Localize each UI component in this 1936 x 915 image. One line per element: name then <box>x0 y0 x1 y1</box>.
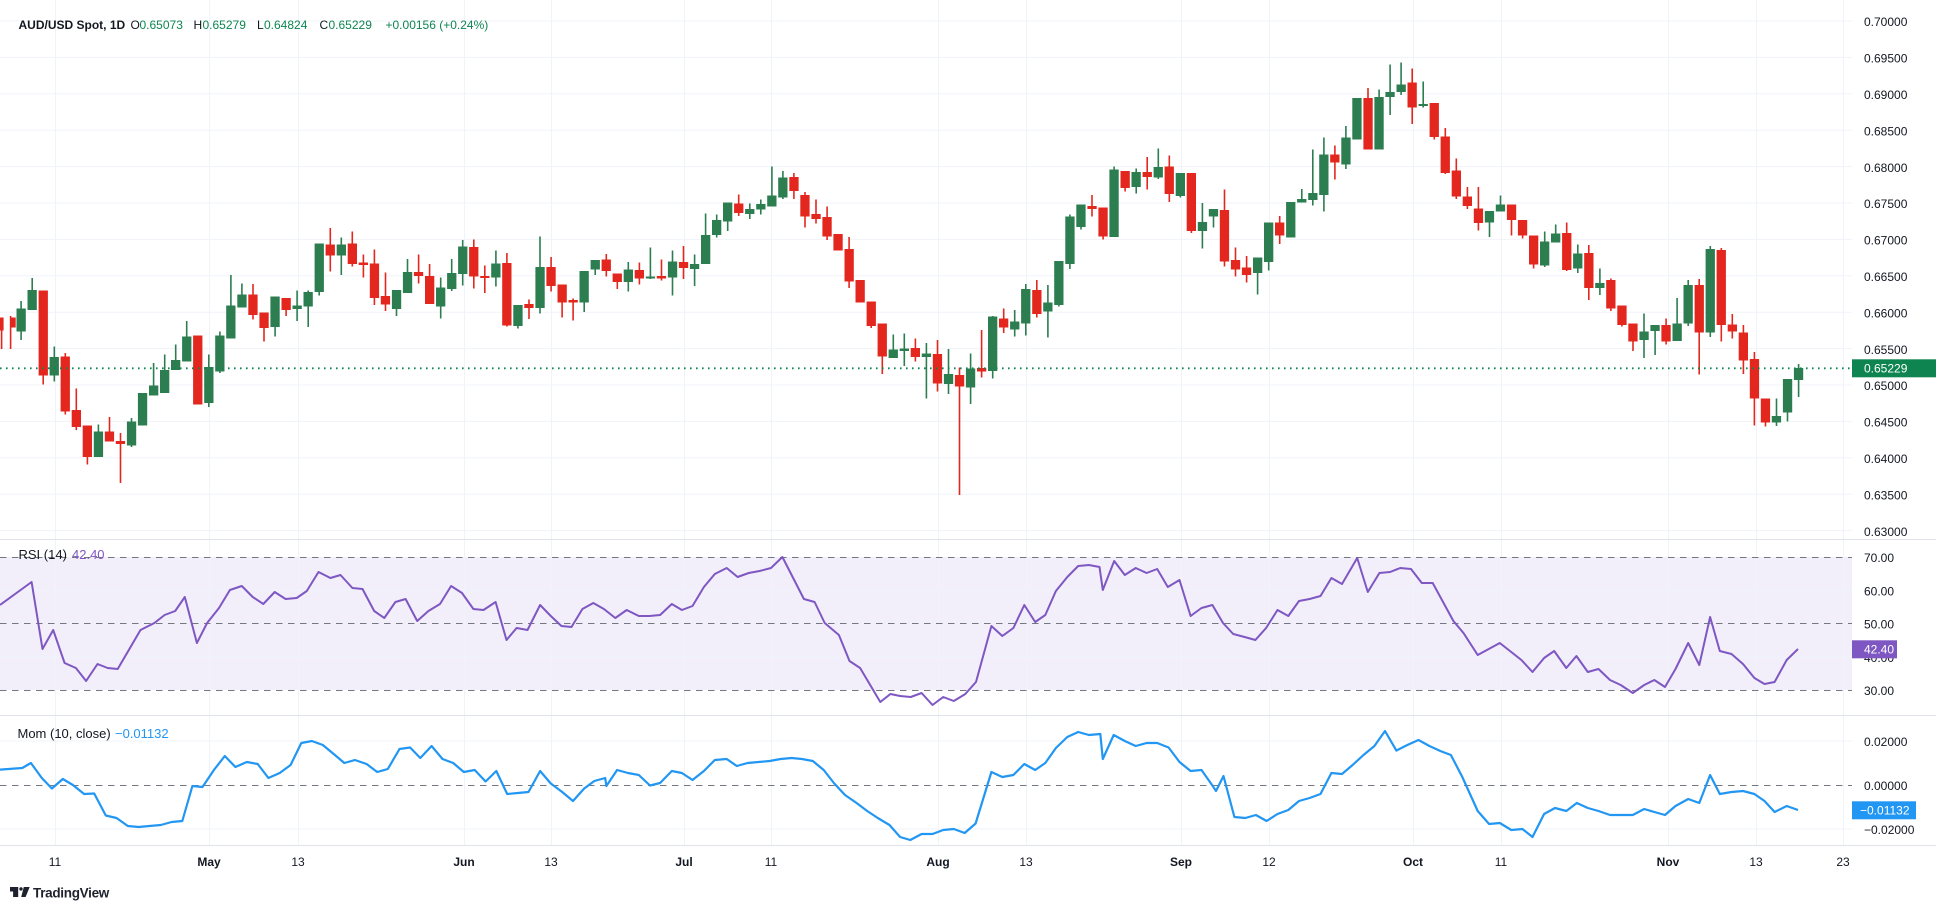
svg-text:TradingView: TradingView <box>33 885 110 900</box>
svg-text:0.65229: 0.65229 <box>1864 362 1908 376</box>
svg-text:AUD/USD Spot, 1D: AUD/USD Spot, 1D <box>19 18 126 32</box>
svg-text:42.40: 42.40 <box>1864 643 1894 657</box>
svg-text:Mom (10, close)−0.01132: Mom (10, close) −0.01132 <box>18 726 169 741</box>
svg-text:RSI (14)42.40: RSI (14) 42.40 <box>19 547 105 562</box>
svg-text:−0.01132: −0.01132 <box>1860 804 1910 818</box>
